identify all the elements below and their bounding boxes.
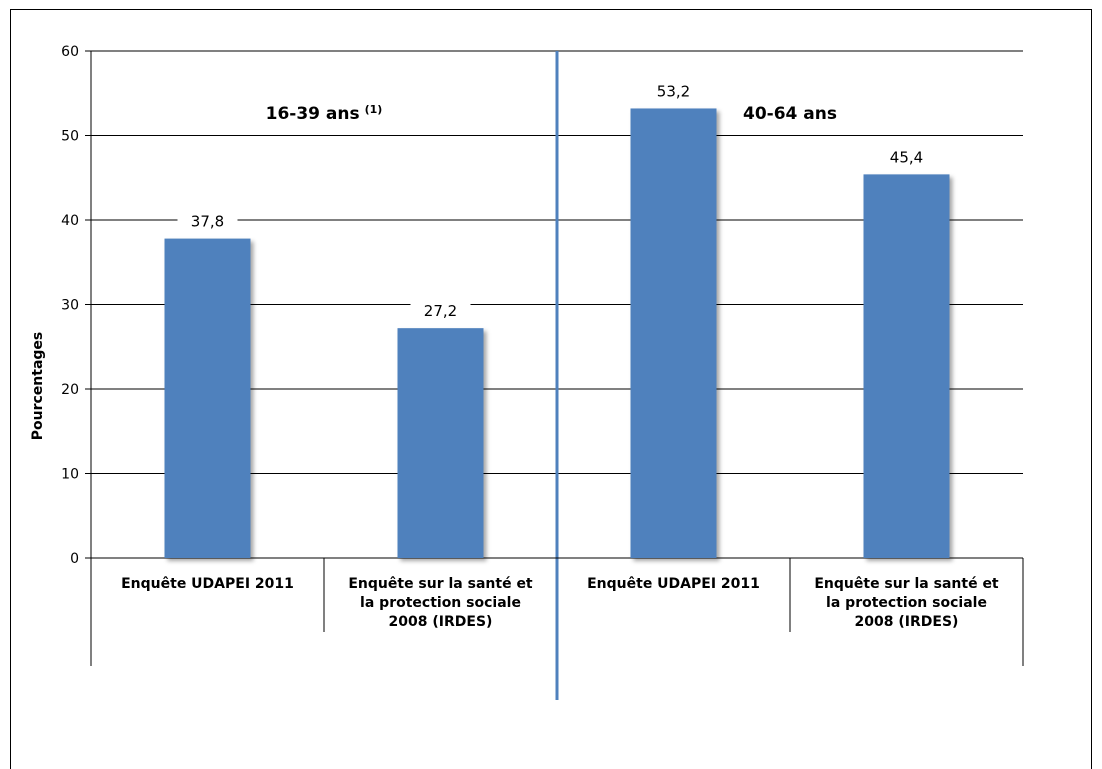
y-tick-label: 20	[61, 382, 79, 398]
y-tick-label: 0	[70, 551, 79, 567]
labels: 0 10 20 30 40 50 60 37,8 27,2 53,2 45,4 Enquête UDA…	[61, 44, 999, 630]
data-label: 45,4	[890, 148, 923, 166]
bar	[164, 238, 251, 558]
category-label: Enquête UDAPEI 2011	[121, 576, 294, 592]
category-label: Enquête UDAPEI 2011	[587, 576, 760, 592]
group-label: 16-39 ans (1)	[266, 103, 383, 124]
category-label: Enquête sur la santé et la protection soc…	[348, 576, 533, 630]
y-tick-label: 40	[61, 213, 79, 229]
data-label-background	[177, 210, 238, 231]
data-label-background	[643, 80, 704, 101]
bar	[630, 108, 717, 559]
bars	[164, 108, 950, 559]
group-label: 40-64 ans	[743, 104, 837, 124]
data-label: 53,2	[657, 82, 690, 100]
data-label: 37,8	[191, 213, 224, 231]
y-axis-label: Pourcentages	[30, 332, 46, 441]
y-tick-label: 10	[61, 467, 79, 483]
y-tick-label: 30	[61, 298, 79, 314]
chart-frame	[10, 9, 1092, 769]
category-label: Enquête sur la santé et la protection soc…	[814, 576, 999, 630]
bar	[397, 328, 484, 558]
bar	[863, 174, 950, 558]
y-tick-label: 50	[61, 129, 79, 145]
y-tick-label: 60	[61, 44, 79, 60]
data-label-background	[410, 300, 471, 321]
data-label-background	[876, 146, 937, 167]
data-label: 27,2	[424, 302, 457, 320]
